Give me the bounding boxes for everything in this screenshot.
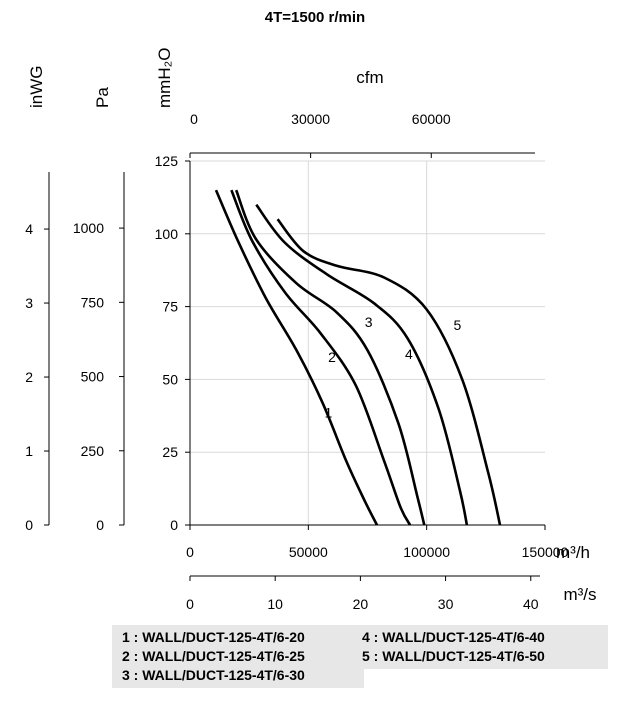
inwg-tick-label: 1 <box>25 443 33 459</box>
x-tick-label: 0 <box>186 544 194 560</box>
x-tick-label: 150000 <box>522 544 569 560</box>
inwg-tick-label: 3 <box>25 295 33 311</box>
series-line-2 <box>230 189 412 526</box>
x-tick-label: 50000 <box>289 544 328 560</box>
legend-box-left: 1 : WALL/DUCT-125-4T/6-20 2 : WALL/DUCT-… <box>112 625 364 688</box>
m3s-tick-label: 10 <box>267 596 283 612</box>
curve-label-2: 2 <box>328 349 336 365</box>
x-axis-unit-m3s: m³/s <box>563 585 596 604</box>
cfm-tick-label: 0 <box>190 111 198 127</box>
x-tick-label: 100000 <box>403 544 450 560</box>
series-line-5 <box>276 218 502 526</box>
x-axis-unit-m3h: m³/h <box>556 543 590 562</box>
x-axis-cfm: 0 30000 60000 <box>189 111 535 158</box>
y-axis-pa: 0 250 500 750 1000 <box>73 172 125 533</box>
pa-tick-label: 1000 <box>73 220 104 236</box>
legend-item: 2 : WALL/DUCT-125-4T/6-25 <box>122 648 305 664</box>
y-axis-unit-inwg: inWG <box>27 66 46 109</box>
pa-tick-label: 500 <box>81 369 105 385</box>
legend-box-right: 4 : WALL/DUCT-125-4T/6-40 5 : WALL/DUCT-… <box>352 625 608 669</box>
legend-item: 4 : WALL/DUCT-125-4T/6-40 <box>362 629 545 645</box>
y-tick-label: 25 <box>162 444 178 460</box>
series-line-1 <box>214 189 379 526</box>
x-axis-m3s: 0 10 20 30 40 <box>186 575 540 612</box>
inwg-tick-label: 4 <box>25 221 33 237</box>
chart-title: 4T=1500 r/min <box>265 9 365 26</box>
curve-label-4: 4 <box>405 346 413 362</box>
inwg-tick-label: 0 <box>25 517 33 533</box>
series-line-3 <box>234 189 426 526</box>
x-axis-m3h: 0 50000 100000 150000 <box>186 544 568 560</box>
cfm-tick-label: 60000 <box>412 111 451 127</box>
x-axis-unit-cfm: cfm <box>356 68 383 87</box>
y-tick-label: 100 <box>155 226 179 242</box>
m3s-tick-label: 30 <box>438 596 454 612</box>
legend-item: 3 : WALL/DUCT-125-4T/6-30 <box>122 667 305 683</box>
series-line-4 <box>255 203 469 526</box>
m3s-tick-label: 0 <box>186 596 194 612</box>
y-tick-label: 75 <box>162 299 178 315</box>
y-axis-unit-mmh2o: mmH₂O <box>155 48 174 108</box>
curve-label-5: 5 <box>454 317 462 333</box>
pa-tick-label: 0 <box>96 517 104 533</box>
legend-item: 1 : WALL/DUCT-125-4T/6-20 <box>122 629 305 645</box>
curve-label-1: 1 <box>325 404 333 420</box>
cfm-tick-label: 30000 <box>291 111 330 127</box>
y-tick-label: 0 <box>170 517 178 533</box>
pa-tick-label: 750 <box>81 294 105 310</box>
y-tick-label: 50 <box>162 371 178 387</box>
curve-label-3: 3 <box>365 314 373 330</box>
pa-tick-label: 250 <box>81 443 105 459</box>
y-tick-label: 125 <box>155 153 179 169</box>
y-axis-unit-pa: Pa <box>93 87 112 108</box>
y-axis-inwg: 0 1 2 3 4 <box>25 172 50 533</box>
m3s-tick-label: 20 <box>353 596 369 612</box>
legend-item: 5 : WALL/DUCT-125-4T/6-50 <box>362 648 545 664</box>
inwg-tick-label: 2 <box>25 369 33 385</box>
m3s-tick-label: 40 <box>523 596 539 612</box>
plot-area: 0 25 50 75 100 125 1 2 3 4 5 <box>155 153 546 533</box>
fan-performance-chart: 4T=1500 r/min inWG Pa mmH₂O cfm 0 30000 60… <box>25 9 596 612</box>
